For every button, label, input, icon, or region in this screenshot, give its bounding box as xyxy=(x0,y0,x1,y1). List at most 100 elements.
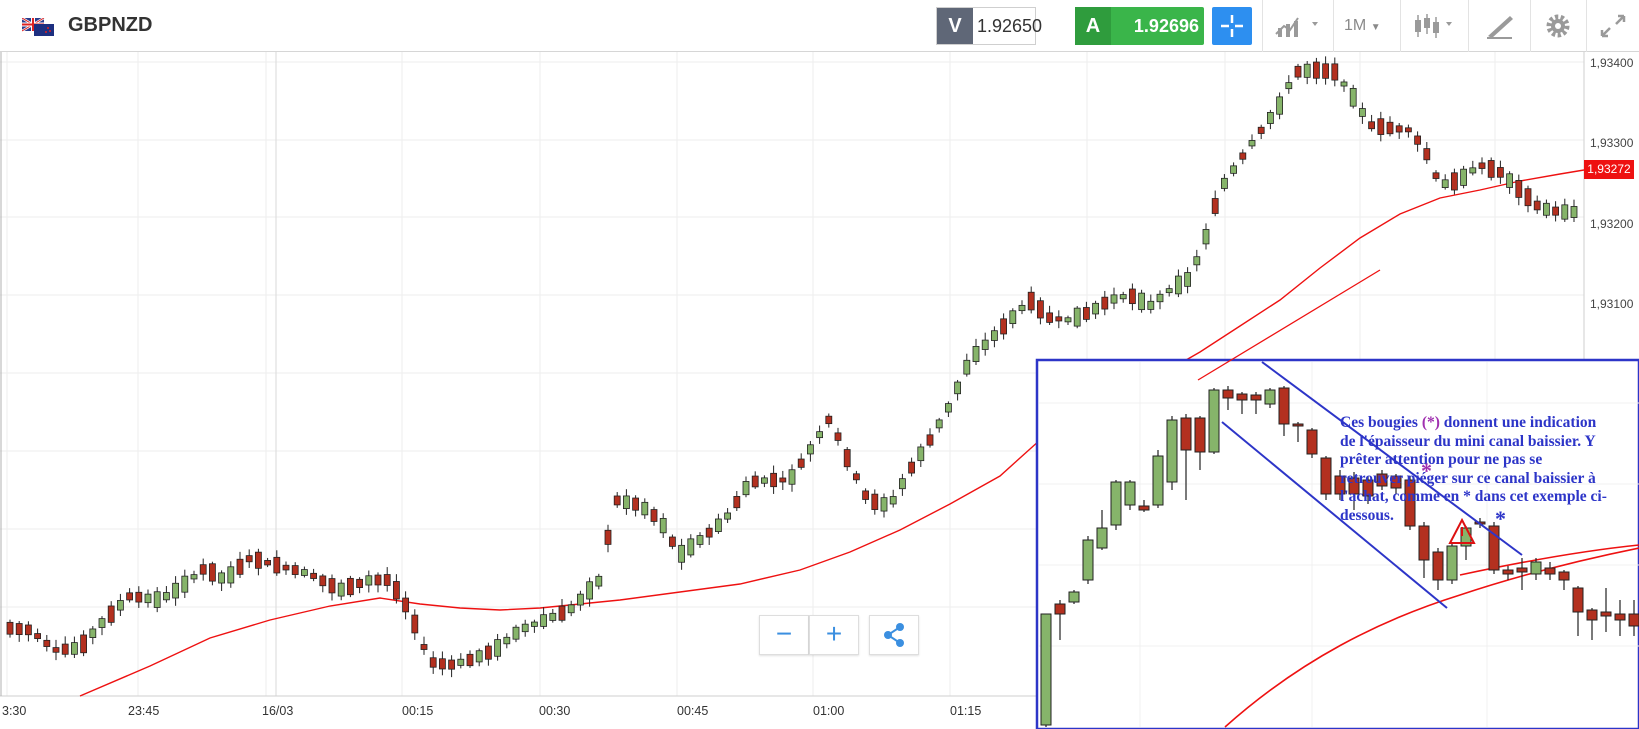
settings-button[interactable] xyxy=(1543,12,1573,40)
candle-body xyxy=(1221,177,1228,189)
candle-body xyxy=(1267,111,1274,124)
candle-body xyxy=(52,647,60,653)
candle-body xyxy=(770,472,777,488)
candle-body xyxy=(310,572,318,579)
timeframe-button[interactable]: 1M ▼ xyxy=(1344,12,1392,40)
candle-body xyxy=(245,555,253,563)
candle-body xyxy=(540,614,547,627)
candle-body xyxy=(1405,127,1412,133)
candle-body xyxy=(1423,148,1431,161)
candle-body xyxy=(117,600,124,611)
annotation-line: prêter attention pour ne pas se xyxy=(1340,451,1543,468)
candle-body xyxy=(1386,121,1394,135)
zoom-in-button[interactable]: + xyxy=(809,615,859,655)
candle-body xyxy=(1092,302,1099,315)
candle-body xyxy=(503,636,511,645)
time-axis-label: 00:45 xyxy=(677,704,709,718)
candle-body xyxy=(337,582,345,597)
candle-body xyxy=(1152,455,1164,506)
candle-body xyxy=(1340,81,1348,87)
time-axis-label: 16/03 xyxy=(262,704,294,718)
sell-price-button[interactable]: V 1.92650 xyxy=(936,7,1043,45)
candle-body xyxy=(1418,525,1430,561)
candle-body xyxy=(107,605,115,623)
candle-body xyxy=(1124,481,1136,506)
fullscreen-button[interactable] xyxy=(1598,12,1628,40)
candle-body xyxy=(954,381,961,395)
candle-body xyxy=(1147,300,1155,310)
candle-body xyxy=(1320,457,1332,495)
candle-body xyxy=(374,574,382,586)
annotation-line: de l'épaisseur du mini canal baissier. Y xyxy=(1340,432,1596,450)
candlestick-button[interactable] xyxy=(1412,12,1462,40)
price-axis-label: 1,93100 xyxy=(1590,297,1634,311)
candle-body xyxy=(356,578,364,588)
plus-icon: + xyxy=(825,618,843,649)
candle-body xyxy=(880,497,888,512)
candle-body xyxy=(871,493,879,510)
candle-body xyxy=(1202,229,1210,245)
candle-body xyxy=(1614,613,1626,621)
crosshair-button[interactable] xyxy=(1212,7,1252,45)
candle-body xyxy=(604,529,612,545)
candlestick-chart[interactable] xyxy=(0,52,1639,729)
candle-body xyxy=(935,419,943,429)
candle-body xyxy=(1488,525,1500,571)
annotation-line: retrouver piéger sur ce canal baissier à xyxy=(1340,469,1596,487)
candle-body xyxy=(816,431,823,439)
candle-body xyxy=(1390,475,1402,489)
candle-body xyxy=(1129,288,1136,305)
drawing-tool-icon xyxy=(1487,16,1513,39)
annotation-text: Ces bougies (*) donnent une indication d… xyxy=(1340,414,1639,525)
candle-body xyxy=(531,621,538,627)
moving-average-path xyxy=(1224,547,1639,728)
candle-body xyxy=(1359,108,1366,117)
candle-body xyxy=(1395,125,1403,133)
candle-body xyxy=(1068,591,1080,603)
drawing-tool-button[interactable] xyxy=(1484,12,1516,40)
candle-body xyxy=(549,612,557,621)
candle-body xyxy=(1165,288,1173,294)
inset-frame xyxy=(1035,358,1639,729)
candle-body xyxy=(254,551,262,569)
candle-body xyxy=(162,592,170,601)
candle-body xyxy=(1184,272,1191,287)
chevron-down-icon: ▼ xyxy=(1370,22,1381,33)
price-chart[interactable]: Ces bougies (*) donnent une indication d… xyxy=(0,52,1639,729)
candle-body xyxy=(981,339,989,350)
candle-body xyxy=(1478,162,1486,169)
candle-body xyxy=(1230,165,1237,174)
candle-body xyxy=(724,512,731,520)
share-button[interactable] xyxy=(869,615,919,655)
candle-body xyxy=(1469,167,1477,174)
gear-icon xyxy=(1546,14,1570,38)
candle-body xyxy=(843,449,851,468)
candle-body xyxy=(328,578,336,594)
candle-body xyxy=(6,621,14,635)
candle-body xyxy=(24,624,32,636)
candle-body xyxy=(1368,121,1375,130)
buy-price: 1.92696 xyxy=(1133,16,1199,36)
candle-body xyxy=(595,575,603,587)
candle-body xyxy=(1083,307,1090,320)
candle-body xyxy=(715,518,722,532)
buy-price-button[interactable]: A 1.92696 xyxy=(1075,7,1204,45)
candle-body xyxy=(807,444,814,455)
candle-body xyxy=(457,658,465,666)
price-axis-label: 1,93300 xyxy=(1590,136,1634,150)
candle-body xyxy=(558,605,566,621)
candle-body xyxy=(1497,167,1504,178)
sell-price: 1.92650 xyxy=(977,16,1043,36)
price-axis-label: 1,93400 xyxy=(1590,56,1634,70)
minus-icon: − xyxy=(775,618,793,649)
toolbar-divider xyxy=(1262,0,1263,52)
candle-body xyxy=(1441,179,1449,188)
share-icon xyxy=(884,623,904,647)
channel-line xyxy=(1221,421,1448,609)
chart-type-button[interactable] xyxy=(1274,12,1330,40)
candle-body xyxy=(751,475,759,488)
annotation-line: donnent une indication xyxy=(1439,414,1597,431)
candle-body xyxy=(1285,82,1293,90)
candle-body xyxy=(1000,318,1007,335)
zoom-out-button[interactable]: − xyxy=(759,615,809,655)
